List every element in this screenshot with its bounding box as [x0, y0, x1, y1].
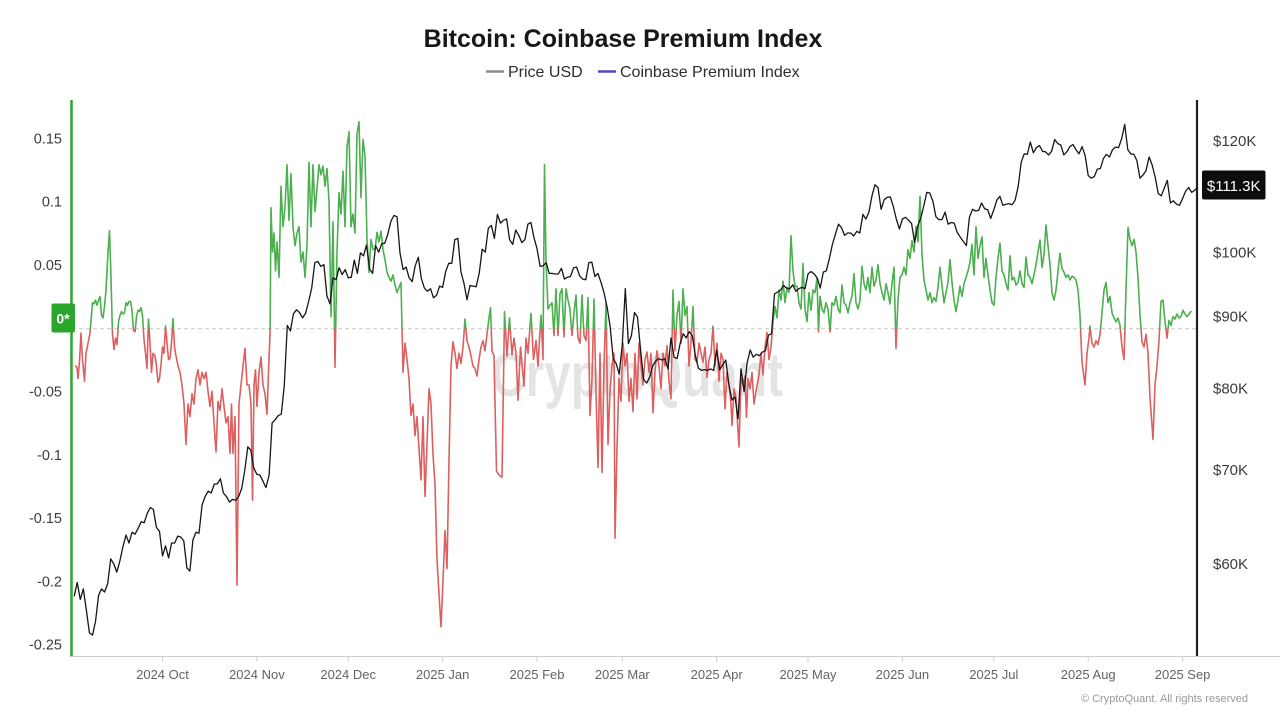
svg-text:2025 Mar: 2025 Mar	[595, 667, 651, 682]
svg-text:Bitcoin: Coinbase Premium Inde: Bitcoin: Coinbase Premium Index	[424, 25, 823, 53]
svg-text:-0.05: -0.05	[29, 385, 62, 401]
svg-text:0.15: 0.15	[34, 131, 62, 147]
svg-text:$100K: $100K	[1213, 244, 1256, 261]
svg-text:0.1: 0.1	[42, 195, 62, 211]
svg-text:2024 Nov: 2024 Nov	[229, 667, 285, 682]
svg-text:$70K: $70K	[1213, 462, 1248, 479]
svg-text:2025 Sep: 2025 Sep	[1155, 667, 1211, 682]
svg-text:2025 Jun: 2025 Jun	[876, 667, 930, 682]
svg-text:2025 Apr: 2025 Apr	[691, 667, 744, 682]
svg-text:0.05: 0.05	[34, 258, 62, 274]
svg-text:$90K: $90K	[1213, 309, 1248, 326]
svg-text:$111.3K: $111.3K	[1207, 178, 1261, 195]
svg-text:© CryptoQuant. All rights rese: © CryptoQuant. All rights reserved	[1081, 693, 1248, 705]
svg-text:2025 May: 2025 May	[779, 667, 837, 682]
svg-text:-0.15: -0.15	[29, 511, 62, 527]
svg-text:Coinbase Premium Index: Coinbase Premium Index	[620, 64, 800, 81]
svg-text:0*: 0*	[56, 311, 70, 327]
svg-text:2025 Jul: 2025 Jul	[969, 667, 1018, 682]
svg-text:2025 Aug: 2025 Aug	[1061, 667, 1116, 682]
svg-text:$80K: $80K	[1213, 381, 1248, 398]
svg-text:-0.2: -0.2	[37, 574, 62, 590]
svg-text:$60K: $60K	[1213, 556, 1248, 573]
svg-text:$120K: $120K	[1213, 133, 1256, 150]
svg-text:-0.1: -0.1	[37, 448, 62, 464]
svg-text:Price USD: Price USD	[508, 64, 583, 81]
svg-text:2025 Feb: 2025 Feb	[510, 667, 565, 682]
svg-text:2024 Oct: 2024 Oct	[136, 667, 189, 682]
svg-text:-0.25: -0.25	[29, 638, 62, 654]
svg-text:2025 Jan: 2025 Jan	[416, 667, 470, 682]
svg-text:2024 Dec: 2024 Dec	[320, 667, 376, 682]
